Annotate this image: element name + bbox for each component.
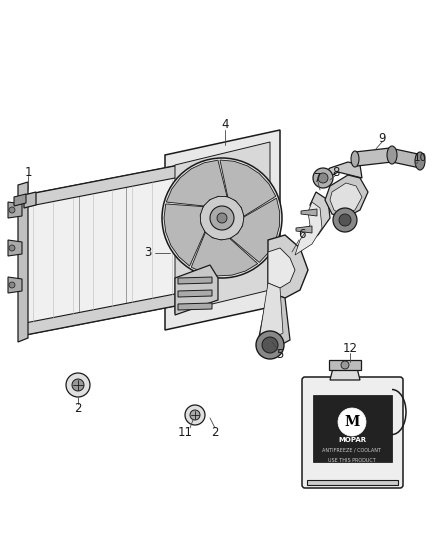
Text: 5: 5 — [276, 349, 284, 361]
Circle shape — [318, 173, 328, 183]
FancyBboxPatch shape — [302, 377, 403, 488]
Polygon shape — [165, 130, 280, 330]
Polygon shape — [330, 368, 360, 380]
Text: 9: 9 — [378, 132, 386, 144]
Circle shape — [185, 405, 205, 425]
Polygon shape — [307, 480, 398, 485]
Polygon shape — [178, 290, 212, 297]
Circle shape — [9, 207, 15, 213]
Circle shape — [210, 206, 234, 230]
Polygon shape — [316, 162, 362, 180]
Text: 7: 7 — [314, 172, 322, 184]
Text: 3: 3 — [144, 246, 152, 260]
Polygon shape — [18, 182, 28, 342]
Circle shape — [338, 408, 366, 436]
Circle shape — [66, 373, 90, 397]
Circle shape — [190, 410, 200, 420]
Polygon shape — [175, 142, 270, 313]
Polygon shape — [178, 303, 212, 310]
Text: 11: 11 — [177, 425, 192, 439]
Circle shape — [9, 245, 15, 251]
Polygon shape — [268, 248, 295, 288]
Polygon shape — [178, 277, 212, 284]
Polygon shape — [296, 226, 312, 233]
Polygon shape — [329, 360, 361, 370]
Polygon shape — [166, 160, 227, 206]
Circle shape — [200, 196, 244, 240]
Ellipse shape — [351, 151, 359, 167]
Polygon shape — [191, 232, 258, 276]
Circle shape — [262, 337, 278, 353]
Polygon shape — [355, 148, 392, 166]
Text: 1: 1 — [24, 166, 32, 179]
Text: M: M — [344, 415, 360, 429]
Ellipse shape — [387, 146, 397, 164]
Polygon shape — [268, 235, 308, 298]
Circle shape — [72, 379, 84, 391]
Circle shape — [9, 282, 15, 288]
Polygon shape — [300, 192, 330, 248]
Polygon shape — [164, 204, 205, 266]
Text: 2: 2 — [211, 425, 219, 439]
Text: 10: 10 — [413, 153, 427, 163]
Text: 6: 6 — [298, 229, 306, 241]
Circle shape — [217, 213, 227, 223]
Polygon shape — [24, 192, 36, 208]
Circle shape — [256, 331, 284, 359]
Text: 12: 12 — [343, 342, 357, 354]
Bar — [313, 395, 392, 462]
Circle shape — [333, 208, 357, 232]
Polygon shape — [14, 194, 26, 206]
Polygon shape — [25, 293, 180, 335]
Polygon shape — [301, 209, 317, 216]
Polygon shape — [258, 292, 290, 348]
Circle shape — [341, 361, 349, 369]
Ellipse shape — [415, 152, 425, 170]
Polygon shape — [220, 160, 276, 216]
Text: 8: 8 — [332, 166, 340, 179]
Polygon shape — [25, 165, 180, 335]
Text: 4: 4 — [221, 118, 229, 132]
Text: USE THIS PRODUCT: USE THIS PRODUCT — [328, 457, 376, 463]
Circle shape — [339, 214, 351, 226]
Polygon shape — [330, 183, 362, 215]
Polygon shape — [8, 240, 22, 256]
Polygon shape — [175, 265, 218, 315]
Circle shape — [162, 158, 282, 278]
Polygon shape — [8, 202, 22, 218]
Polygon shape — [260, 283, 283, 340]
Polygon shape — [390, 148, 420, 168]
Polygon shape — [230, 198, 280, 262]
Polygon shape — [325, 175, 368, 218]
Text: ANTIFREEZE / COOLANT: ANTIFREEZE / COOLANT — [322, 448, 381, 453]
Text: MOPAR: MOPAR — [338, 437, 366, 443]
Polygon shape — [25, 165, 180, 207]
Polygon shape — [8, 277, 22, 293]
Circle shape — [313, 168, 333, 188]
Polygon shape — [295, 202, 322, 255]
Text: 2: 2 — [74, 401, 82, 415]
